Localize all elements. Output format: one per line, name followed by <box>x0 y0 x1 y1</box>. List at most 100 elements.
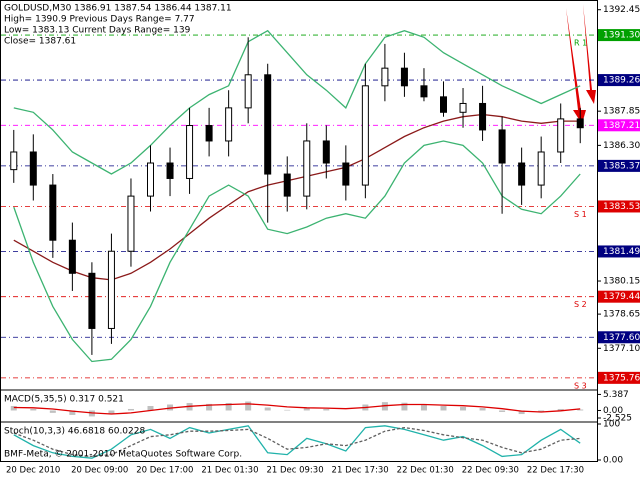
macd-bar <box>538 410 545 412</box>
candle-body <box>303 140 311 197</box>
candle-body <box>557 118 565 153</box>
x-tick-label: 22 Dec 01:30 <box>397 466 454 476</box>
macd-bar <box>30 408 37 411</box>
stoch-main <box>13 425 581 459</box>
macd-bar <box>420 404 427 411</box>
macd-bar <box>69 410 76 415</box>
x-tick-label: 22 Dec 09:30 <box>462 466 519 476</box>
candle-body <box>68 239 76 274</box>
indicator-line <box>13 140 581 363</box>
y-tick-label: -2.525 <box>603 413 632 423</box>
panel-title: Stoch(10,3,3) 46.6818 60.0228 <box>4 427 145 437</box>
arrow <box>583 4 596 104</box>
macd-bar <box>264 407 271 411</box>
level-box <box>598 200 640 213</box>
macd-bar <box>225 403 232 411</box>
level-tag: S 1 <box>574 210 587 219</box>
level-label: 1385.37 <box>603 161 640 171</box>
candle-body <box>498 129 506 164</box>
level-label: 1379.44 <box>603 292 640 302</box>
level-box <box>598 119 640 132</box>
candle-body <box>244 74 252 109</box>
macd-bar <box>49 410 56 413</box>
macd-bar <box>323 408 330 411</box>
candle-body <box>225 107 233 142</box>
candle-body <box>576 118 584 129</box>
candle-body <box>459 102 467 113</box>
candle-body <box>205 125 213 142</box>
candle-body <box>107 250 115 329</box>
level-box <box>598 74 640 87</box>
macd-bar <box>108 410 115 414</box>
level-label: 1391.30 <box>603 31 640 41</box>
info-text: GOLDUSD,M30 1386.91 1387.54 1386.44 1387… <box>4 4 232 14</box>
candle-body <box>49 184 57 241</box>
candle-body <box>166 162 174 179</box>
candle-body <box>147 162 154 197</box>
macd-bar <box>10 406 17 411</box>
level-label: 1389.26 <box>603 76 640 86</box>
candle-body <box>186 125 194 179</box>
candle-body <box>420 85 428 98</box>
level-box <box>598 245 640 258</box>
candle-body <box>400 67 408 87</box>
candle-body <box>10 151 18 171</box>
macd-bar <box>440 406 447 411</box>
candle-body <box>381 67 389 87</box>
macd-bar <box>303 408 310 411</box>
arrow <box>566 8 586 124</box>
y-tick-label: 1387.85 <box>603 107 640 117</box>
candle-body <box>361 85 369 186</box>
level-label: 1375.76 <box>603 373 640 383</box>
level-tag: S 3 <box>574 381 587 390</box>
level-label: 1383.53 <box>603 202 640 212</box>
frame <box>0 0 598 462</box>
y-tick-label: 0.00 <box>603 456 623 466</box>
panel-title: MACD(5,35,5) 0.317 0.521 <box>4 395 124 405</box>
macd-bar <box>460 406 467 411</box>
candle-body <box>479 102 487 131</box>
y-tick-label: 5.387 <box>603 390 629 400</box>
y-tick-label: 100 <box>603 420 620 430</box>
x-tick-label: 21 Dec 17:30 <box>332 466 389 476</box>
level-box <box>598 29 640 42</box>
y-tick-label: 1392.45 <box>603 5 640 15</box>
y-tick-label: 1378.65 <box>603 310 640 320</box>
macd-bar <box>499 410 506 412</box>
level-tag: S 2 <box>574 300 587 309</box>
macd-bar <box>479 408 486 411</box>
macd-bar <box>557 408 564 411</box>
x-tick-label: 20 Dec 17:00 <box>136 466 193 476</box>
candle-body <box>322 140 330 164</box>
candle-body <box>537 151 545 186</box>
candle-body <box>127 195 135 252</box>
level-box <box>598 371 640 384</box>
info-text: Close= 1387.61 <box>4 37 76 47</box>
info-text: Low= 1383.13 Current Days Range= 139 <box>4 26 191 36</box>
candle-body <box>342 162 350 186</box>
candle-body <box>88 272 96 329</box>
y-tick-label: 0.00 <box>603 406 623 416</box>
x-tick-label: 20 Dec 09:00 <box>71 466 128 476</box>
macd-bar <box>401 402 408 411</box>
macd-bar <box>577 409 584 411</box>
x-tick-label: 21 Dec 01:30 <box>201 466 258 476</box>
macd-bar <box>147 406 154 411</box>
level-label: 1387.21 <box>603 121 640 131</box>
candle-body <box>283 173 291 197</box>
macd-bar <box>245 401 252 411</box>
candle-body <box>29 151 37 186</box>
x-tick-label: 20 Dec 2010 <box>6 466 60 476</box>
level-label: 1377.60 <box>603 333 640 343</box>
stoch-signal <box>13 426 581 458</box>
footer: BMF-Meta, © 2001-2010 MetaQuotes Softwar… <box>4 450 242 460</box>
indicator-line <box>13 29 581 175</box>
macd-bar <box>284 409 291 411</box>
candle-body <box>440 96 447 113</box>
macd-bar <box>127 408 134 411</box>
y-tick-label: 1380.15 <box>603 277 640 287</box>
info-text: High= 1390.9 Previous Days Range= 7.77 <box>4 15 195 25</box>
level-box <box>598 331 640 344</box>
macd-bar <box>206 403 213 411</box>
